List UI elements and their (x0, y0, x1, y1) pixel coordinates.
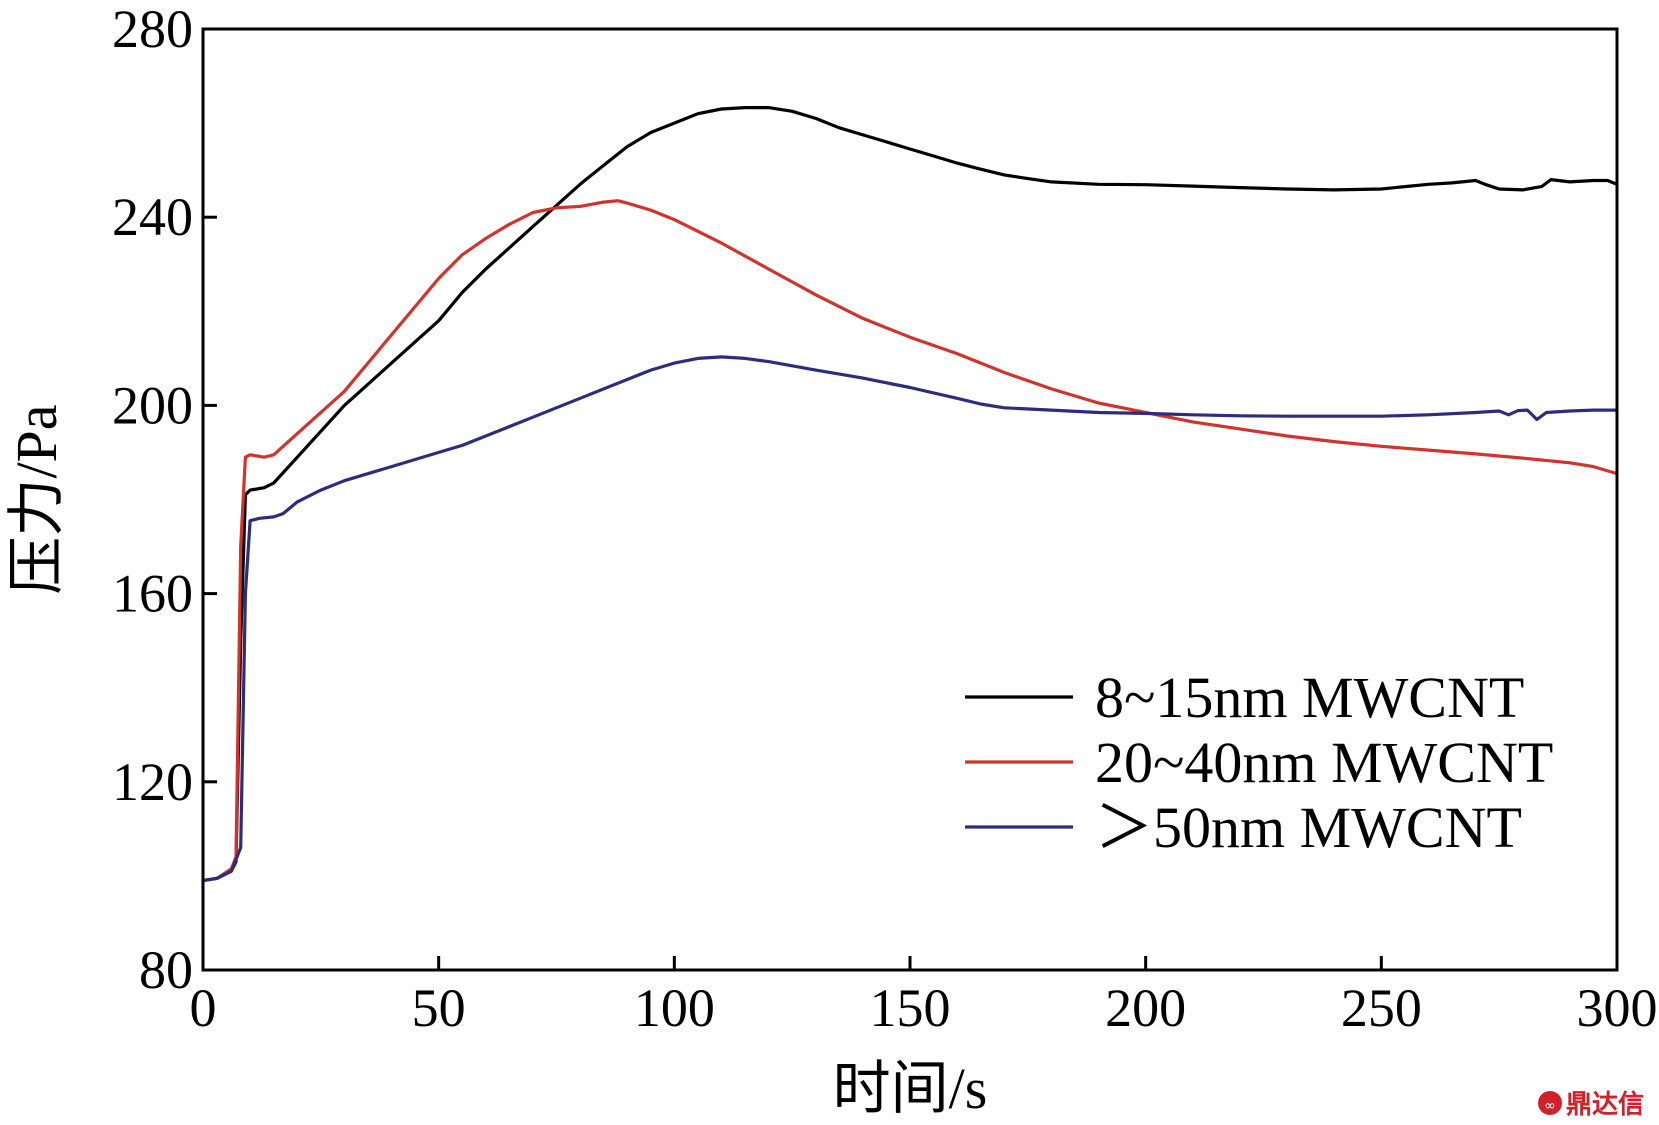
x-tick-label-200: 200 (1105, 978, 1186, 1038)
series-line-2 (201, 199, 1619, 883)
legend-label-2: 20~40nm MWCNT (1095, 730, 1553, 795)
legend-label-3: ＞50nm MWCNT (1095, 795, 1522, 860)
y-axis-title: 压力/Pa (4, 404, 69, 594)
y-tick-label-200: 200 (112, 375, 193, 435)
x-tick-label-150: 150 (870, 978, 951, 1038)
x-tick-label-300: 300 (1577, 978, 1658, 1038)
x-tick-label-0: 0 (190, 978, 217, 1038)
series-line-3 (201, 355, 1619, 883)
svg-text:∞: ∞ (1544, 1098, 1556, 1114)
series-layer (201, 106, 1619, 883)
legend-label-1: 8~15nm MWCNT (1095, 665, 1524, 730)
series-line-1 (201, 106, 1619, 883)
watermark-logo-icon: ∞ (1538, 1091, 1562, 1115)
axes-layer: 0 50 100 150 200 250 300 80 120 160 200 240 280 (112, 0, 1658, 1038)
y-tick-label-240: 240 (112, 187, 193, 247)
x-axis-title: 时间/s (833, 1056, 988, 1121)
watermark-text: 鼎达信 (1566, 1090, 1644, 1120)
x-tick-label-250: 250 (1341, 978, 1422, 1038)
watermark: ∞ 鼎达信 (1538, 1090, 1644, 1120)
x-tick-label-50: 50 (412, 978, 466, 1038)
y-tick-label-80: 80 (139, 940, 193, 1000)
y-tick-label-120: 120 (112, 752, 193, 812)
x-tick-label-100: 100 (634, 978, 715, 1038)
y-tick-label-160: 160 (112, 564, 193, 624)
y-tick-label-280: 280 (112, 0, 193, 59)
